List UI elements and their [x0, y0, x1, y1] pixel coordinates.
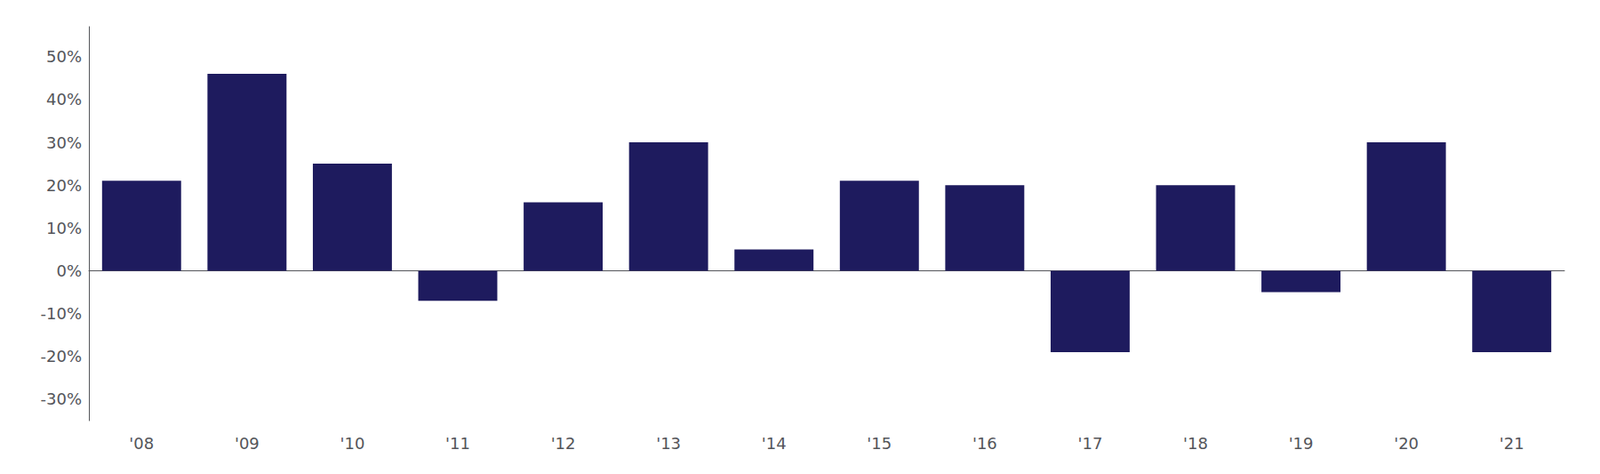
svg-text:'20: '20	[1393, 433, 1419, 453]
svg-text:'17: '17	[1077, 433, 1103, 453]
svg-text:10%: 10%	[46, 218, 82, 238]
svg-text:'10: '10	[339, 433, 365, 453]
svg-text:-10%: -10%	[40, 304, 82, 323]
svg-text:'19: '19	[1288, 433, 1314, 453]
svg-text:'08: '08	[128, 433, 154, 453]
svg-text:0%: 0%	[56, 261, 82, 280]
svg-text:50%: 50%	[46, 47, 82, 66]
svg-text:40%: 40%	[46, 89, 82, 109]
svg-text:'18: '18	[1183, 433, 1208, 453]
svg-text:-20%: -20%	[40, 346, 82, 366]
svg-text:'14: '14	[761, 433, 787, 453]
svg-text:'12: '12	[551, 433, 576, 453]
svg-text:20%: 20%	[46, 176, 82, 195]
svg-text:'16: '16	[972, 433, 998, 453]
svg-text:'13: '13	[656, 433, 681, 453]
svg-text:30%: 30%	[46, 133, 82, 152]
svg-text:'09: '09	[234, 433, 260, 453]
svg-text:-30%: -30%	[40, 389, 82, 408]
svg-text:'11: '11	[445, 433, 471, 453]
svg-text:'15: '15	[866, 433, 892, 453]
svg-text:'21: '21	[1499, 433, 1525, 453]
